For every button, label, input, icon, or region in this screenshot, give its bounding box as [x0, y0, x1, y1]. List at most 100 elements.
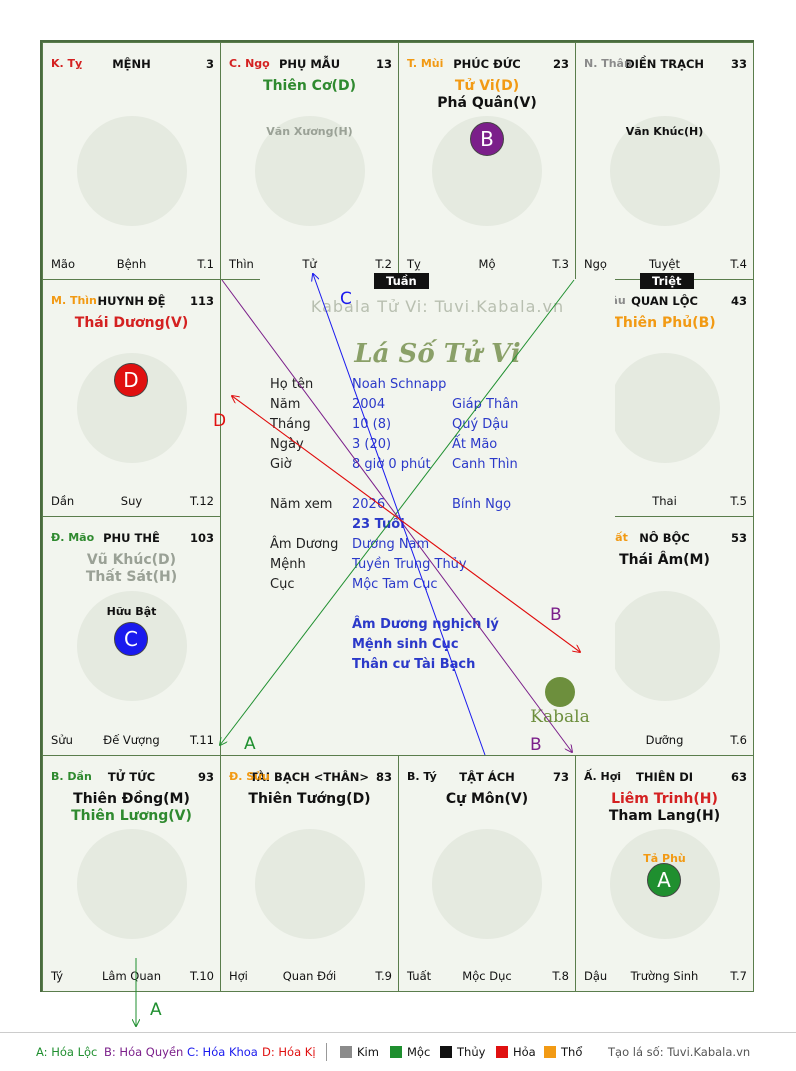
palace-number: T.8	[552, 969, 569, 983]
info-row: Cục Mộc Tam Cục	[260, 577, 615, 595]
legend-divider	[326, 1043, 327, 1061]
life-stage: Dưỡng	[645, 733, 684, 747]
star-name: Cự Môn(V)	[445, 791, 529, 807]
palace-branch-bottom: Tỵ	[407, 257, 421, 271]
element-name: Kim	[357, 1045, 379, 1059]
palace-age: 103	[189, 531, 214, 545]
legend-hoa-ki: D: Hóa Kị	[262, 1045, 316, 1059]
palace-branch-bottom: Tý	[51, 969, 64, 983]
info-value: 2026	[352, 497, 386, 512]
main-stars: Thiên Đồng(M) Thiên Lương(V)	[43, 791, 220, 825]
note-text: Thân cư Tài Bạch	[352, 657, 476, 672]
legend-hoa-loc: A: Hóa Lộc	[36, 1045, 98, 1059]
palace-ngo: PHỤ MẪU C. Ngọ 13 Thiên Cơ(D) Thìn Tử T.2 Văn X…	[220, 42, 399, 280]
life-stage: Quan Đới	[282, 969, 337, 983]
palace-branch-bottom: Hợi	[229, 969, 248, 983]
palace-tyrat: TẬT ÁCH B. Tý 73 Cự Môn(V) Tuất Mộc Dục T.8	[398, 755, 576, 992]
info-row: Năm 2004 Giáp Thân	[260, 397, 615, 415]
palace-name: NÔ BỘC	[639, 531, 690, 545]
palace-age: 93	[197, 770, 214, 784]
palace-branch: M. Thìn	[51, 294, 97, 307]
palace-branch: N. Thân	[584, 57, 632, 70]
life-stage: Mộ	[478, 257, 496, 271]
info-key: Mệnh	[270, 557, 306, 572]
life-stage: Thai	[652, 494, 677, 508]
palace-age: 23	[552, 57, 569, 71]
zodiac-watermark-icon	[76, 828, 187, 939]
info-row: Tháng 10 (8) Quý Dậu	[260, 417, 615, 435]
legend-hoa-quyen: B: Hóa Quyền	[104, 1045, 184, 1059]
palace-branch: K. Tỵ	[51, 57, 83, 70]
minor-star: Văn Xương(H)	[266, 125, 353, 138]
center-info-panel: Kabala Tử Vi: Tuvi.Kabala.vn Lá Số Tử Vi…	[260, 279, 615, 755]
zodiac-watermark-icon	[609, 591, 720, 701]
life-stage: Mộc Dục	[462, 969, 512, 983]
life-stage: Đế Vượng	[103, 733, 160, 747]
palace-name: PHỤ MẪU	[278, 57, 341, 71]
note-text: Mệnh sinh Cục	[352, 637, 459, 652]
main-stars: Thiên Tướng(D)	[221, 791, 398, 808]
element-swatch	[440, 1046, 452, 1058]
star-name: Thái Dương(V)	[74, 315, 189, 331]
minor-star: Hữu Bật	[106, 605, 157, 618]
info-value: 2004	[352, 397, 386, 412]
info-value-2: Bính Ngọ	[452, 497, 512, 512]
life-stage: Suy	[120, 494, 143, 508]
palace-name: TẬT ÁCH	[459, 770, 515, 784]
info-key: Năm	[270, 397, 301, 412]
info-value: Dương Nam	[352, 537, 430, 552]
palace-branch-bottom: Mão	[51, 257, 76, 271]
palace-number: T.11	[190, 733, 214, 747]
zodiac-watermark-icon	[254, 116, 365, 226]
info-value: Mộc Tam Cục	[352, 577, 438, 592]
palace-branch-bottom: Ngọ	[584, 257, 607, 271]
transformation-mark-b: B	[470, 122, 504, 156]
element-swatch	[496, 1046, 508, 1058]
element-name: Thổ	[561, 1045, 583, 1059]
star-name: Thiên Tướng(D)	[248, 791, 371, 807]
logo-text: Kabala	[530, 707, 590, 727]
element-name: Hỏa	[513, 1045, 536, 1059]
palace-age: 53	[730, 531, 747, 545]
info-row: 23 Tuổi	[260, 517, 615, 535]
info-row: Giờ 8 giờ 0 phút Canh Thìn	[260, 457, 615, 475]
info-key: Ngày	[270, 437, 304, 452]
main-stars: Thiên Phủ(B)	[576, 315, 753, 332]
transformation-mark-d: D	[114, 363, 148, 397]
palace-name: ĐIỀN TRẠCH	[624, 57, 705, 71]
element-2: Thủy	[440, 1045, 485, 1059]
transformation-mark-a: A	[647, 863, 681, 897]
palace-number: T.7	[730, 969, 747, 983]
palace-number: T.1	[197, 257, 214, 271]
info-value-2: Giáp Thân	[452, 397, 519, 412]
palace-name: THIÊN DI	[635, 770, 694, 784]
info-key: Giờ	[270, 457, 292, 472]
info-value: 23 Tuổi	[352, 517, 405, 532]
palace-branch-bottom: Sửu	[51, 733, 73, 747]
element-swatch	[544, 1046, 556, 1058]
site-watermark: Kabala Tử Vi: Tuvi.Kabala.vn	[310, 297, 565, 316]
star-name: Thất Sát(H)	[85, 569, 178, 585]
star-name: Liêm Trinh(H)	[611, 791, 718, 807]
palace-age: 13	[375, 57, 392, 71]
life-stage: Lâm Quan	[102, 969, 161, 983]
info-value: 3 (20)	[352, 437, 392, 452]
kabala-logo: Kabala	[530, 677, 590, 727]
main-stars: Thái Dương(V)	[43, 315, 220, 332]
zodiac-watermark-icon	[254, 828, 365, 939]
palace-number: T.12	[190, 494, 214, 508]
info-row: Âm Dương Dương Nam	[260, 537, 615, 555]
palace-branch: Đ. Sửu	[229, 770, 270, 783]
element-3: Hỏa	[496, 1045, 536, 1059]
palace-name: TÀI BẠCH <THÂN>	[249, 770, 370, 784]
site-credit: Tạo lá số: Tuvi.Kabala.vn	[608, 1045, 751, 1059]
element-swatch	[390, 1046, 402, 1058]
palace-age: 43	[730, 294, 747, 308]
main-stars: Cự Môn(V)	[399, 791, 575, 808]
palace-name: HUYNH ĐỆ	[97, 294, 166, 308]
palace-number: T.10	[190, 969, 214, 983]
info-row: Năm xem 2026 Bính Ngọ	[260, 497, 615, 515]
star-name: Thiên Phủ(B)	[613, 315, 716, 331]
palace-name: PHÚC ĐỨC	[453, 57, 521, 71]
tree-icon	[545, 677, 575, 707]
